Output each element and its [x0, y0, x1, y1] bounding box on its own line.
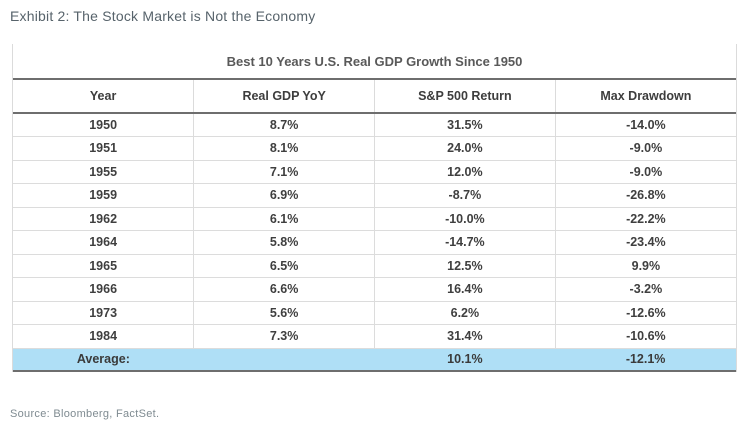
table-cell: 1962	[13, 207, 195, 231]
table-cell: -26.8%	[555, 183, 736, 208]
table-cell: 7.1%	[193, 160, 375, 184]
table-cell: -9.0%	[555, 136, 736, 161]
table-cell: 6.1%	[193, 207, 375, 231]
column-header-max-drawdown: Max Drawdown	[555, 80, 736, 114]
table-cell: -12.6%	[555, 301, 736, 325]
average-value-cell: 10.1%	[374, 348, 556, 372]
table-cell: -8.7%	[374, 183, 556, 208]
table-cell: -9.0%	[555, 160, 736, 184]
table-cell: -22.2%	[555, 207, 736, 231]
column-header-year: Year	[13, 80, 195, 114]
table-cell: 1951	[13, 136, 195, 161]
table-cell: -14.7%	[374, 230, 556, 255]
table-row-1966: 1966 6.6% 16.4% -3.2%	[13, 277, 736, 302]
column-header-real-gdp-yoy: Real GDP YoY	[193, 80, 375, 114]
table-cell: -14.0%	[555, 113, 736, 137]
table-row-1951: 1951 8.1% 24.0% -9.0%	[13, 136, 736, 161]
gdp-data-table: Year Real GDP YoY S&P 500 Return Max Drawdo…	[13, 80, 736, 372]
table-row-1959: 1959 6.9% -8.7% -26.8%	[13, 183, 736, 208]
table-cell: 8.1%	[193, 136, 375, 161]
table-cell: 16.4%	[374, 277, 556, 302]
table-header-row: Year Real GDP YoY S&P 500 Return Max Drawdo…	[13, 80, 736, 114]
table-cell: -10.0%	[374, 207, 556, 231]
gdp-table-container: Best 10 Years U.S. Real GDP Growth Since…	[12, 44, 737, 372]
table-cell: 12.0%	[374, 160, 556, 184]
table-cell: 1965	[13, 254, 195, 278]
table-cell: 1950	[13, 113, 195, 137]
table-cell: 1966	[13, 277, 195, 302]
table-title: Best 10 Years U.S. Real GDP Growth Since…	[13, 44, 736, 80]
table-cell: 31.5%	[374, 113, 556, 137]
table-cell: 1973	[13, 301, 195, 325]
source-note: Source: Bloomberg, FactSet.	[10, 408, 160, 420]
table-cell: -3.2%	[555, 277, 736, 302]
table-row-1965: 1965 6.5% 12.5% 9.9%	[13, 254, 736, 278]
table-cell: 1959	[13, 183, 195, 208]
table-cell: 12.5%	[374, 254, 556, 278]
table-cell: -10.6%	[555, 324, 736, 349]
table-cell: 1955	[13, 160, 195, 184]
table-cell: 6.2%	[374, 301, 556, 325]
table-cell: 8.7%	[193, 113, 375, 137]
table-cell: 6.5%	[193, 254, 375, 278]
table-cell: 5.6%	[193, 301, 375, 325]
table-cell: 31.4%	[374, 324, 556, 349]
table-cell: 6.6%	[193, 277, 375, 302]
average-value-cell	[193, 348, 375, 372]
table-row-1950: 1950 8.7% 31.5% -14.0%	[13, 113, 736, 137]
exhibit-title: Exhibit 2: The Stock Market is Not the E…	[10, 8, 316, 24]
table-row-1964: 1964 5.8% -14.7% -23.4%	[13, 230, 736, 255]
column-header-s-p-500-return: S&P 500 Return	[374, 80, 556, 114]
table-row-1962: 1962 6.1% -10.0% -22.2%	[13, 207, 736, 231]
table-cell: 1984	[13, 324, 195, 349]
table-cell: 5.8%	[193, 230, 375, 255]
table-row-1973: 1973 5.6% 6.2% -12.6%	[13, 301, 736, 325]
table-cell: 6.9%	[193, 183, 375, 208]
table-cell: 24.0%	[374, 136, 556, 161]
table-row-1984: 1984 7.3% 31.4% -10.6%	[13, 324, 736, 349]
table-cell: 7.3%	[193, 324, 375, 349]
table-cell: 9.9%	[555, 254, 736, 278]
table-row-1955: 1955 7.1% 12.0% -9.0%	[13, 160, 736, 184]
average-value-cell: -12.1%	[555, 348, 736, 372]
average-row: Average: 10.1% -12.1%	[13, 348, 736, 372]
average-label-cell: Average:	[13, 348, 194, 372]
table-cell: -23.4%	[555, 230, 736, 255]
table-cell: 1964	[13, 230, 195, 255]
